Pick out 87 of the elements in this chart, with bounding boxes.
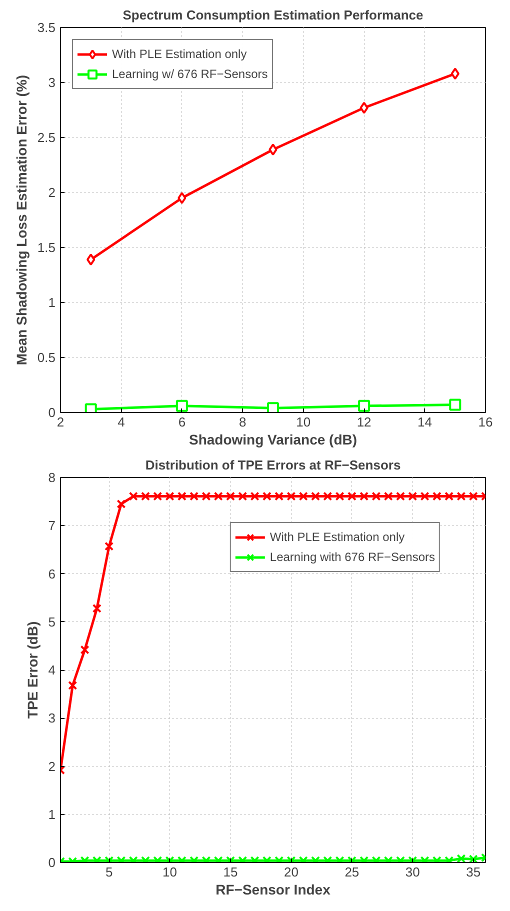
x-tick-label: 8 — [239, 414, 246, 430]
x-axis-title: Shadowing Variance (dB) — [188, 432, 358, 448]
point — [238, 492, 248, 501]
x-tick-label: 10 — [162, 864, 178, 880]
point — [80, 645, 90, 654]
y-tick-label: 1 — [48, 295, 56, 310]
y-axis-title: TPE Error (dB) — [24, 621, 40, 719]
point — [268, 144, 278, 156]
point — [274, 492, 284, 501]
point — [165, 492, 174, 501]
legend-label: With PLE Estimation only — [270, 530, 405, 544]
y-tick-label: 0 — [48, 855, 56, 870]
point — [202, 492, 211, 501]
point — [358, 400, 370, 412]
legend-label: Learning with 676 RF−Sensors — [270, 550, 435, 564]
x-tick-label: 12 — [356, 414, 372, 430]
point — [92, 604, 102, 613]
y-tick-label: 1 — [48, 806, 56, 822]
chart-title: Distribution of TPE Errors at RF−Sensors — [145, 458, 401, 472]
y-tick-label: 7 — [48, 518, 56, 534]
point — [286, 492, 296, 501]
y-axis-title: Mean Shadowing Loss Estimation Error (%) — [13, 74, 30, 366]
point — [190, 492, 199, 501]
x-tick-label: 15 — [223, 864, 238, 880]
x-tick-label: 35 — [466, 864, 481, 880]
y-tick-label: 8 — [48, 470, 56, 485]
point — [408, 492, 418, 501]
y-tick-label: 4 — [48, 662, 56, 678]
point — [456, 854, 466, 862]
point — [310, 492, 320, 501]
chart-title: Spectrum Consumption Estimation Performance — [122, 8, 424, 22]
x-tick-label: 6 — [178, 414, 186, 430]
point — [140, 492, 150, 501]
point — [360, 102, 368, 114]
point — [449, 398, 462, 411]
point — [68, 680, 78, 690]
point — [177, 492, 186, 501]
point — [153, 492, 162, 501]
legend-label: With PLE Estimation only — [112, 47, 247, 61]
y-tick-label: 3.5 — [37, 20, 56, 35]
y-tick-label: 5 — [48, 614, 56, 630]
point — [420, 492, 430, 501]
point — [396, 492, 406, 501]
x-tick-label: 10 — [296, 414, 311, 430]
point — [384, 492, 393, 501]
y-tick-label: 2.5 — [37, 130, 56, 145]
point — [104, 542, 114, 551]
y-tick-label: 3 — [48, 75, 56, 90]
point — [214, 492, 223, 501]
y-tick-label: 0 — [48, 405, 56, 420]
point — [178, 192, 186, 204]
point — [250, 492, 260, 501]
point — [128, 492, 138, 501]
point — [432, 492, 442, 501]
point — [468, 492, 478, 501]
y-tick-label: 6 — [48, 566, 56, 582]
y-tick-label: 3 — [48, 710, 56, 726]
point — [444, 492, 454, 501]
y-tick-label: 2 — [48, 185, 56, 200]
x-tick-label: 16 — [478, 414, 493, 430]
point — [450, 68, 460, 80]
y-tick-label: 0.5 — [37, 350, 56, 365]
point — [262, 492, 272, 501]
point — [267, 402, 279, 412]
x-tick-label: 4 — [118, 414, 125, 430]
x-tick-label: 20 — [284, 864, 298, 880]
x-axis-title: RF−Sensor Index — [216, 882, 331, 898]
point — [116, 499, 126, 509]
x-tick-label: 14 — [418, 414, 432, 430]
point — [84, 403, 97, 412]
x-tick-label: 30 — [405, 864, 420, 880]
point — [468, 854, 478, 862]
point — [360, 492, 369, 501]
point — [86, 254, 96, 266]
point — [323, 492, 332, 501]
point — [176, 400, 188, 412]
y-tick-label: 1.5 — [37, 240, 56, 255]
x-tick-label: 25 — [344, 864, 360, 880]
point — [347, 492, 356, 501]
point — [456, 492, 466, 501]
legend-label: Learning w/ 676 RF−Sensors — [112, 67, 268, 81]
x-tick-label: 5 — [105, 864, 113, 880]
point — [335, 492, 344, 501]
point — [226, 492, 236, 501]
point — [298, 492, 308, 501]
point — [372, 492, 381, 501]
y-tick-label: 2 — [48, 758, 56, 774]
